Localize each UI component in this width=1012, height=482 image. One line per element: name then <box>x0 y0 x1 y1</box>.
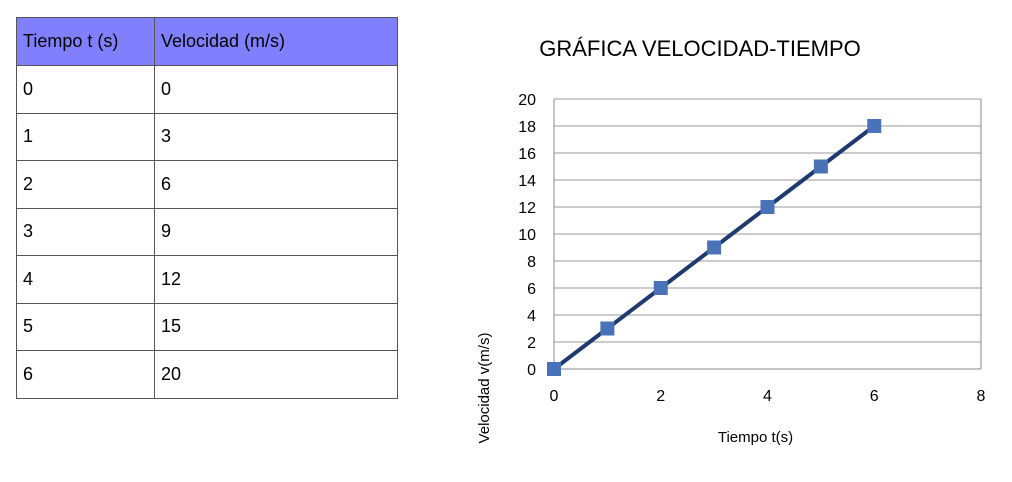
column-header-velocity: Velocidad (m/s) <box>154 17 398 66</box>
chart-labels: 0 2 4 6 8 10 12 14 16 18 20 0 2 4 6 8 Tiempo t(s) Velocid… <box>476 92 986 446</box>
chart-gridlines <box>554 98 981 370</box>
y-tick-label: 8 <box>527 254 536 271</box>
table-row: 5 15 <box>16 302 398 351</box>
cell-time: 2 <box>16 160 155 209</box>
column-header-time: Tiempo t (s) <box>16 17 155 66</box>
cell-time: 5 <box>16 302 155 351</box>
table-row: 2 6 <box>16 160 398 209</box>
cell-velocity: 15 <box>154 302 398 351</box>
x-tick-label: 2 <box>656 388 665 405</box>
cell-velocity: 12 <box>154 255 398 304</box>
data-point-marker <box>813 159 828 174</box>
y-tick-label: 4 <box>527 308 536 325</box>
chart-series <box>547 119 882 376</box>
cell-time: 0 <box>16 65 155 114</box>
y-tick-label: 2 <box>527 335 536 352</box>
cell-time: 1 <box>16 112 155 161</box>
table-header-row: Tiempo t (s) Velocidad (m/s) <box>16 17 398 66</box>
cell-time: 3 <box>16 207 155 256</box>
table-row: 6 20 <box>16 350 398 399</box>
x-tick-label: 6 <box>870 388 879 405</box>
y-tick-label: 6 <box>527 281 536 298</box>
x-tick-label: 8 <box>977 388 986 405</box>
cell-velocity: 6 <box>154 160 398 209</box>
velocity-time-table: Tiempo t (s) Velocidad (m/s) 0 0 1 3 2 6… <box>16 17 398 399</box>
cell-time: 6 <box>16 350 155 399</box>
table-row: 1 3 <box>16 112 398 161</box>
data-point-marker <box>867 119 882 133</box>
x-tick-label: 0 <box>550 388 559 405</box>
cell-velocity: 9 <box>154 207 398 256</box>
y-tick-label: 0 <box>527 362 536 379</box>
table-row: 0 0 <box>16 65 398 114</box>
table-row: 4 12 <box>16 255 398 304</box>
x-axis-label: Tiempo t(s) <box>718 429 793 446</box>
table-row: 3 9 <box>16 207 398 256</box>
y-tick-label: 12 <box>518 200 536 217</box>
y-axis-label: Velocidad v(m/s) <box>476 333 493 444</box>
data-point-marker <box>547 362 561 376</box>
cell-velocity: 0 <box>154 65 398 114</box>
y-tick-label: 10 <box>518 227 536 244</box>
chart-axes <box>553 99 982 370</box>
y-tick-label: 14 <box>518 173 536 190</box>
x-tick-label: 4 <box>763 388 772 405</box>
y-tick-label: 20 <box>518 92 536 109</box>
data-point-marker <box>760 200 775 214</box>
y-tick-label: 16 <box>518 146 536 163</box>
cell-velocity: 20 <box>154 350 398 399</box>
data-point-marker <box>600 321 615 336</box>
cell-velocity: 3 <box>154 112 398 161</box>
data-point-marker <box>653 281 668 295</box>
data-point-marker <box>707 240 722 255</box>
chart-title: GRÁFICA VELOCIDAD-TIEMPO <box>539 36 861 61</box>
y-tick-label: 18 <box>518 119 536 136</box>
